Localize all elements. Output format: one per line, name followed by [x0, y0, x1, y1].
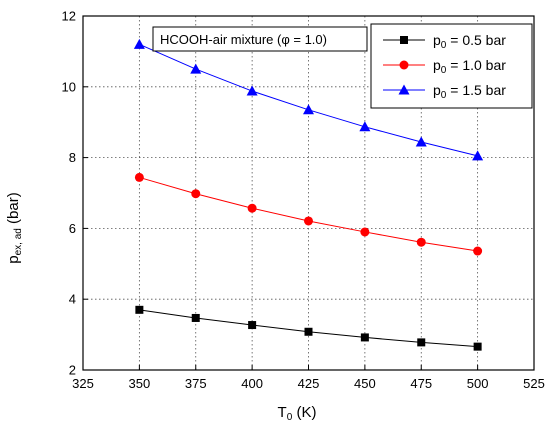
series-3-point [415, 136, 427, 147]
x-tick-label: 475 [410, 376, 432, 391]
annotation-text: HCOOH-air mixture (φ = 1.0) [160, 32, 327, 47]
legend-box [370, 23, 533, 109]
series-1-point [248, 321, 257, 330]
annotation: HCOOH-air mixture (φ = 1.0) [152, 26, 368, 52]
series-1-point [473, 342, 482, 351]
legend-label-1: p0 = 0.5 bar [433, 32, 506, 51]
y-axis-title: pex, ad (bar) [5, 192, 24, 263]
series-2-point [304, 216, 313, 226]
annotation-box [152, 26, 368, 52]
x-tick-label: 425 [298, 376, 320, 391]
y-tick-label: 4 [69, 292, 76, 307]
series-2 [134, 172, 483, 256]
x-tick-label: 450 [354, 376, 376, 391]
x-tick-label: 325 [72, 376, 94, 391]
series-3-point [133, 38, 145, 49]
y-tick-label: 2 [69, 363, 76, 378]
x-tick-label: 375 [185, 376, 207, 391]
series-2-point [416, 237, 426, 247]
legend-marker-3 [398, 84, 410, 95]
series-2-point [134, 172, 144, 182]
series-3-point [190, 63, 202, 74]
series-3-point [246, 85, 258, 96]
ticks [82, 15, 535, 371]
legend: p0 = 0.5 bar p0 = 1.0 bar p0 = 1.5 bar [370, 23, 533, 109]
series-3-point [303, 104, 314, 115]
legend-marker-1 [400, 36, 408, 44]
series-2-point [191, 189, 201, 199]
series-1-point [135, 305, 144, 314]
x-tick-label: 500 [467, 376, 489, 391]
legend-label-2: p0 = 1.0 bar [433, 57, 506, 76]
series-2-point [360, 227, 370, 237]
series-3 [133, 38, 484, 161]
x-tick-label: 350 [129, 376, 151, 391]
series-3-point [359, 121, 371, 132]
y-tick-label: 10 [62, 79, 76, 94]
y-tick-label: 8 [69, 150, 76, 165]
x-tick-label: 400 [241, 376, 263, 391]
y-tick-label: 6 [69, 221, 76, 236]
x-axis-title: T0 (K) [278, 404, 317, 423]
tick-labels: 325 350 375 400 425 450 475 500 525 2 4 6 8 10 12 [62, 9, 545, 392]
series-1-point [304, 327, 313, 336]
series-layer [133, 38, 484, 351]
series-1-point [360, 333, 369, 342]
series-2-point [473, 246, 483, 256]
series-1-point [191, 313, 200, 322]
series-3-point [472, 150, 484, 161]
y-tick-label: 12 [62, 9, 76, 24]
series-2-point [247, 203, 257, 213]
x-tick-label: 525 [523, 376, 545, 391]
legend-label-3: p0 = 1.5 bar [433, 82, 506, 101]
legend-marker-2 [399, 60, 409, 70]
series-1-point [417, 338, 426, 347]
series-1 [135, 305, 482, 351]
